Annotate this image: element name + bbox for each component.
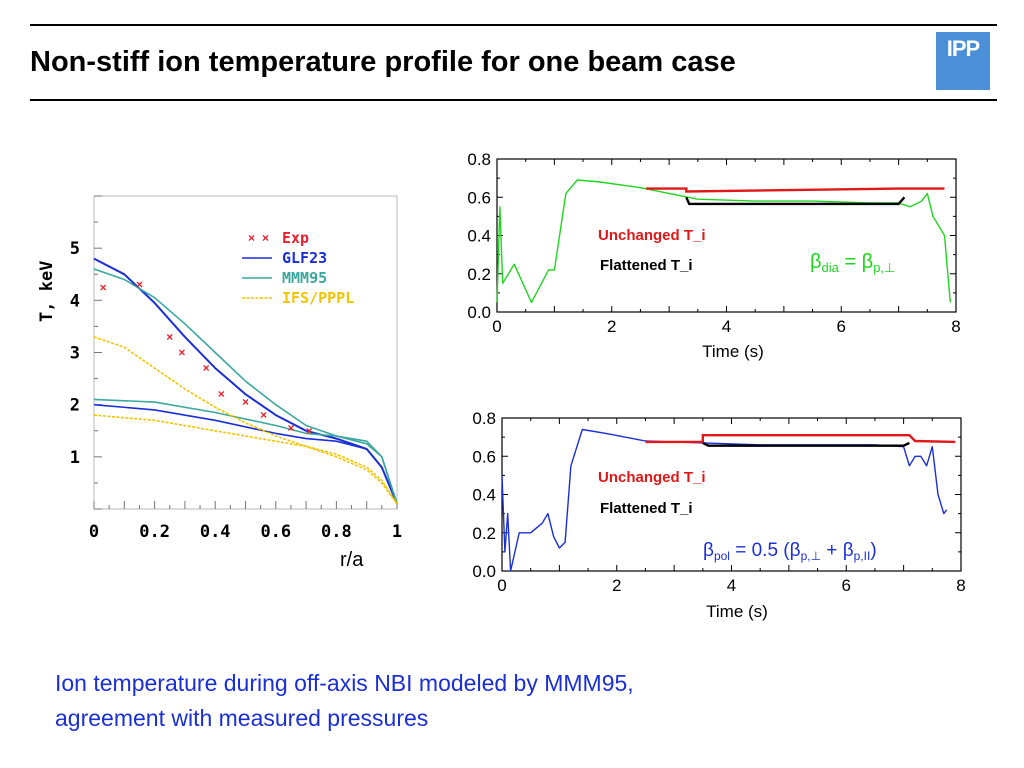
series-line-ifs-pppl bbox=[93, 336, 398, 505]
top-rule bbox=[30, 24, 997, 26]
exp-point: × bbox=[166, 330, 173, 344]
exp-point: × bbox=[100, 280, 107, 294]
x-axis-label: Time (s) bbox=[706, 602, 768, 621]
x-tick-label: 0.2 bbox=[139, 522, 170, 542]
x-tick-label: 4 bbox=[722, 317, 731, 336]
y-tick-label: 0.0 bbox=[467, 303, 491, 322]
formula-part: β bbox=[862, 251, 874, 273]
legend-label: IFS/PPPL bbox=[282, 289, 354, 307]
x-tick-label: 0.4 bbox=[200, 522, 231, 542]
chart3-flattened-line bbox=[702, 441, 910, 447]
x-axis-label: r/a bbox=[340, 549, 364, 571]
caption: Ion temperature during off-axis NBI mode… bbox=[55, 666, 815, 736]
chart3-measured-trace bbox=[501, 428, 948, 572]
x-tick-label: 6 bbox=[842, 576, 851, 595]
legend-label: Exp bbox=[282, 229, 309, 247]
x-axis-label: Time (s) bbox=[702, 342, 764, 361]
series-line-glf23 bbox=[93, 403, 398, 505]
formula-part: β bbox=[843, 540, 854, 561]
ipp-logo: IPP bbox=[936, 32, 990, 90]
x-tick-label: 2 bbox=[612, 576, 621, 595]
annotation-flattened: Flattened T_i bbox=[600, 257, 693, 274]
y-tick-label: 0.8 bbox=[472, 409, 496, 428]
exp-point: × bbox=[178, 346, 185, 360]
exp-point: × bbox=[260, 408, 267, 422]
legend-label: MMM95 bbox=[282, 269, 327, 287]
y-tick-label: 0.0 bbox=[472, 562, 496, 581]
x-tick-label: 4 bbox=[727, 576, 736, 595]
x-tick-label: 0 bbox=[89, 522, 99, 542]
chart2-frame bbox=[496, 158, 957, 313]
formula-part: β bbox=[703, 540, 714, 561]
formula-subscript: pol bbox=[714, 549, 730, 563]
y-tick-label: 2 bbox=[70, 396, 80, 416]
caption-line-1: Ion temperature during off-axis NBI mode… bbox=[55, 670, 634, 696]
formula-subscript: dia bbox=[822, 260, 840, 275]
annotation-flattened: Flattened T_i bbox=[600, 500, 693, 517]
chart2-measured-trace bbox=[496, 179, 951, 304]
exp-point: × bbox=[242, 395, 249, 409]
y-tick-label: 0.2 bbox=[472, 524, 496, 543]
exp-point: × bbox=[136, 278, 143, 292]
formula-part: = 0.5 ( bbox=[730, 540, 790, 561]
caption-line-2: agreement with measured pressures bbox=[55, 705, 429, 731]
exp-point: × bbox=[306, 424, 313, 438]
y-tick-label: 0.4 bbox=[467, 227, 491, 246]
x-tick-label: 0 bbox=[497, 576, 506, 595]
x-tick-label: 8 bbox=[951, 317, 960, 336]
series-line-mmm95 bbox=[93, 398, 398, 505]
y-tick-label: 5 bbox=[70, 239, 80, 259]
formula-subscript: p,⊥ bbox=[873, 260, 895, 275]
y-tick-label: 4 bbox=[70, 291, 80, 311]
y-axis-label: T, keV bbox=[37, 261, 57, 322]
chart2-flattened-line bbox=[685, 196, 906, 206]
formula-part: = bbox=[839, 251, 862, 273]
series-line-ifs-pppl bbox=[93, 414, 398, 505]
series-line-mmm95 bbox=[93, 268, 398, 505]
x-tick-label: 0 bbox=[492, 317, 501, 336]
exp-point: × bbox=[203, 361, 210, 375]
legend-exp-marker: × bbox=[248, 231, 255, 245]
legend-exp-marker: × bbox=[262, 231, 269, 245]
y-tick-label: 0.4 bbox=[472, 486, 496, 505]
x-tick-label: 0.8 bbox=[321, 522, 352, 542]
y-tick-label: 0.6 bbox=[467, 188, 491, 207]
legend-label: GLF23 bbox=[282, 249, 327, 267]
y-tick-label: 0.8 bbox=[467, 150, 491, 169]
y-tick-label: 0.6 bbox=[472, 447, 496, 466]
chart2-unchanged-line bbox=[646, 187, 945, 193]
formula-subscript: p,II bbox=[854, 549, 871, 563]
formula-part: β bbox=[790, 540, 801, 561]
bottom-rule bbox=[30, 99, 997, 101]
exp-point: × bbox=[218, 387, 225, 401]
annotation-unchanged: Unchanged T_i bbox=[598, 227, 706, 244]
chart3-unchanged-line bbox=[645, 434, 956, 444]
x-tick-label: 6 bbox=[837, 317, 846, 336]
formula-subscript: p,⊥ bbox=[801, 549, 821, 563]
x-tick-label: 8 bbox=[956, 576, 965, 595]
exp-point: × bbox=[287, 421, 294, 435]
formula-part: β bbox=[810, 251, 822, 273]
page-title: Non-stiff ion temperature profile for on… bbox=[30, 46, 736, 78]
formula-part: + bbox=[821, 540, 843, 561]
y-tick-label: 1 bbox=[70, 448, 80, 468]
x-tick-label: 2 bbox=[607, 317, 616, 336]
beta-formula: βpol = 0.5 (βp,⊥ + βp,II) bbox=[703, 540, 877, 563]
y-tick-label: 3 bbox=[70, 344, 80, 364]
beta-formula: βdia = βp,⊥ bbox=[810, 251, 895, 275]
chart1-frame bbox=[93, 195, 398, 510]
formula-part: ) bbox=[870, 540, 876, 561]
annotation-unchanged: Unchanged T_i bbox=[598, 469, 706, 486]
x-tick-label: 1 bbox=[392, 522, 402, 542]
x-tick-label: 0.6 bbox=[260, 522, 291, 542]
y-tick-label: 0.2 bbox=[467, 265, 491, 284]
